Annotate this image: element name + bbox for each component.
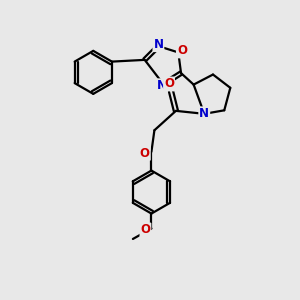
Text: O: O (164, 77, 174, 91)
Text: O: O (140, 224, 150, 236)
Text: N: N (157, 79, 167, 92)
Text: O: O (177, 44, 187, 57)
Text: N: N (153, 38, 164, 51)
Text: O: O (140, 147, 150, 160)
Text: N: N (199, 107, 209, 120)
